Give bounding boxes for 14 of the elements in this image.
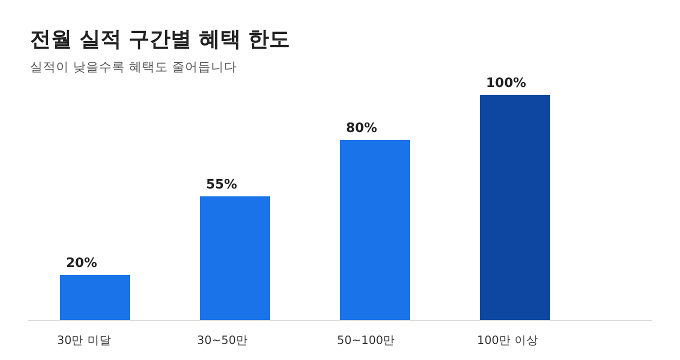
data-label: 80% (346, 121, 378, 136)
bar (480, 95, 550, 320)
x-tick-label: 30만 미달 (57, 333, 112, 347)
data-label: 55% (206, 177, 238, 192)
bar (340, 140, 410, 320)
chart-subtitle: 실적이 낮을수록 혜택도 줄어듭니다 (30, 59, 237, 74)
x-tick-label: 30~50만 (197, 333, 248, 347)
data-label: 100% (486, 76, 526, 91)
bar (200, 196, 270, 320)
x-tick-label: 50~100만 (337, 333, 396, 347)
x-tick-label: 100만 이상 (477, 333, 539, 347)
bar (60, 275, 130, 320)
data-label: 20% (66, 256, 98, 271)
chart-title: 전월 실적 구간별 혜택 한도 (30, 27, 290, 51)
